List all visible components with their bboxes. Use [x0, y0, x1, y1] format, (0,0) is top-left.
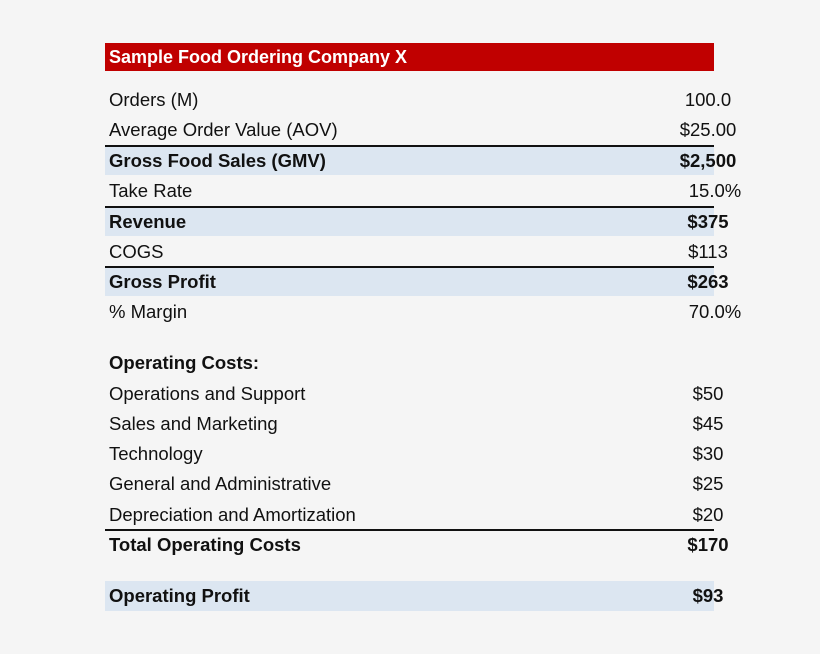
row-value: 100.0	[684, 89, 732, 110]
row-operations-support: Operations and Support $50	[105, 379, 723, 409]
row-value: $93	[692, 585, 724, 606]
section-heading: Operating Costs:	[109, 352, 260, 373]
row-orders: Orders (M) 100.0	[105, 85, 731, 115]
row-label: Average Order Value (AOV)	[109, 119, 338, 140]
row-value: $45	[692, 413, 724, 434]
row-value: $30	[692, 443, 724, 464]
row-value: $25	[692, 473, 724, 494]
row-label: Depreciation and Amortization	[109, 504, 356, 525]
row-depreciation: Depreciation and Amortization $20	[105, 500, 723, 530]
row-label: Operating Profit	[109, 585, 250, 606]
row-value: $2,500	[679, 150, 737, 171]
row-label: Technology	[109, 443, 203, 464]
row-operating-costs-header: Operating Costs:	[105, 348, 714, 378]
row-cogs: COGS $113	[105, 237, 728, 267]
row-aov: Average Order Value (AOV) $25.00	[105, 115, 736, 145]
row-label: Gross Profit	[109, 271, 216, 292]
row-label: Revenue	[109, 211, 187, 232]
row-label: Total Operating Costs	[109, 534, 301, 555]
row-value: $113	[688, 241, 728, 262]
row-operating-profit: Operating Profit $93	[105, 581, 723, 611]
row-gmv: Gross Food Sales (GMV) $2,500	[105, 145, 736, 175]
row-value: $170	[687, 534, 729, 555]
row-total-operating-costs: Total Operating Costs $170	[105, 529, 729, 559]
row-gross-profit: Gross Profit $263	[105, 266, 729, 296]
table-title: Sample Food Ordering Company X	[105, 43, 714, 71]
row-value: $25.00	[679, 119, 737, 140]
row-take-rate: Take Rate 15.0%	[105, 176, 741, 206]
row-value: $263	[687, 271, 729, 292]
row-value: $20	[692, 504, 724, 525]
row-label: % Margin	[109, 301, 188, 322]
row-value: 15.0%	[688, 180, 742, 201]
row-technology: Technology $30	[105, 439, 723, 469]
row-sales-marketing: Sales and Marketing $45	[105, 409, 723, 439]
row-general-admin: General and Administrative $25	[105, 469, 723, 499]
row-value: 70.0%	[688, 301, 742, 322]
row-label: COGS	[109, 241, 164, 262]
row-margin: % Margin 70.0%	[105, 297, 741, 327]
row-label: Sales and Marketing	[109, 413, 278, 434]
row-label: Operations and Support	[109, 383, 306, 404]
row-label: Take Rate	[109, 180, 193, 201]
row-label: Orders (M)	[109, 89, 199, 110]
row-label: General and Administrative	[109, 473, 332, 494]
row-label: Gross Food Sales (GMV)	[109, 150, 326, 171]
row-revenue: Revenue $375	[105, 206, 729, 236]
row-value: $375	[687, 211, 729, 232]
row-value: $50	[692, 383, 724, 404]
